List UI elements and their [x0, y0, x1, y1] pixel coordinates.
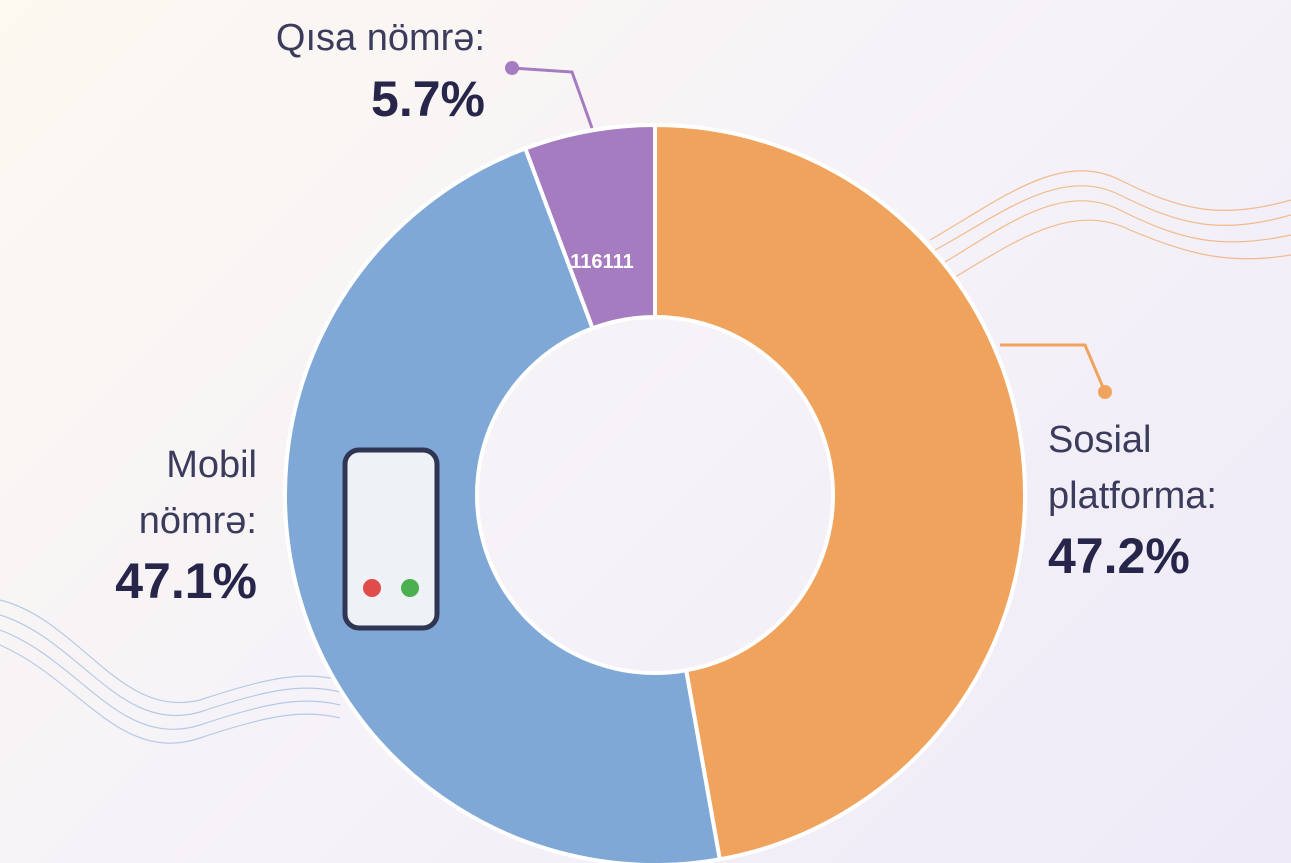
slice	[283, 145, 723, 863]
slice	[522, 122, 657, 331]
phone-icon	[342, 447, 440, 631]
value-label: 47.1%	[115, 553, 257, 609]
value-label: 5.7%	[371, 71, 485, 127]
annotation: 116111	[570, 251, 633, 273]
connectors	[1000, 343, 1112, 399]
slice	[653, 122, 1027, 862]
slices	[283, 122, 1027, 863]
slice-label: Mobil nömrə:	[138, 444, 257, 542]
decor-waves	[0, 170, 1291, 744]
value-label: 47.2%	[1048, 528, 1190, 584]
slice-label: Sosial platforma:	[1048, 419, 1217, 517]
slice-label: Qısa nömrə:	[275, 17, 485, 59]
connectors	[505, 61, 594, 129]
